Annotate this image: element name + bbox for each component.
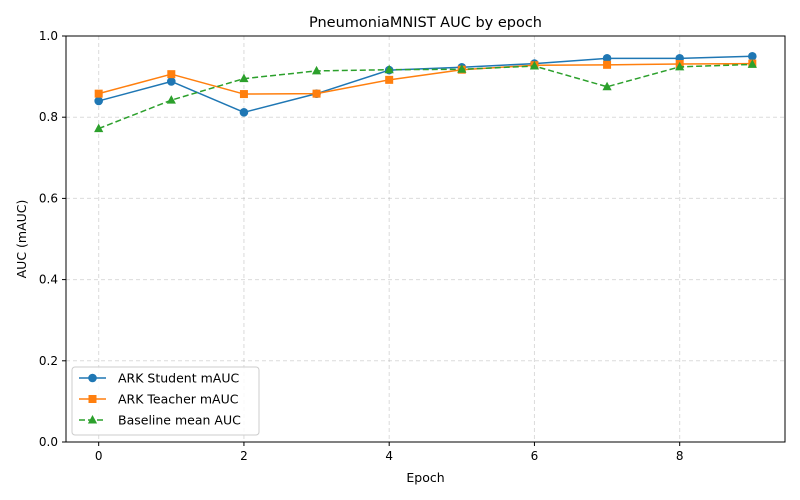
data-point (167, 70, 176, 79)
legend-marker (87, 415, 98, 424)
legend-label: ARK Teacher mAUC (118, 392, 239, 407)
data-point (603, 60, 612, 69)
legend-label: Baseline mean AUC (118, 413, 241, 428)
y-tick-label: 0.6 (39, 191, 58, 205)
x-tick-label: 0 (95, 449, 103, 463)
plot-frame (65, 35, 786, 443)
y-axis: 0.0 0.2 0.4 0.6 0.8 1.0 (39, 29, 66, 449)
y-tick-label: 0.4 (39, 273, 58, 287)
data-point (94, 96, 103, 106)
legend-label: ARK Student mAUC (118, 371, 239, 386)
data-point (748, 52, 757, 61)
legend-entry: ARK Teacher mAUC (79, 392, 239, 407)
y-tick-label: 0.2 (39, 354, 58, 368)
data-point (602, 81, 612, 91)
legend-marker (88, 373, 97, 383)
x-axis-label: Epoch (406, 470, 444, 485)
series-3 (94, 59, 757, 133)
data-point (94, 123, 104, 133)
x-tick-label: 6 (531, 449, 539, 463)
x-tick-label: 8 (676, 449, 684, 463)
y-tick-label: 1.0 (39, 29, 58, 43)
data-point (239, 108, 249, 117)
data-point (239, 73, 249, 83)
data-point (529, 61, 540, 70)
legend-frame (71, 366, 260, 436)
legend-entry: Baseline mean AUC (79, 413, 241, 428)
x-axis: 0 2 4 6 8 (95, 442, 684, 463)
series-line (98, 62, 753, 95)
y-tick-label: 0.8 (39, 110, 58, 124)
data-point (384, 64, 394, 74)
legend-entry: ARK Student mAUC (79, 371, 239, 386)
legend: ARK Student mAUC ARK Teacher mAUC Baseline… (71, 366, 260, 436)
y-axis-label: AUC (mAUC) (14, 200, 29, 279)
series-2 (94, 59, 757, 99)
data-point (166, 95, 176, 104)
series-1 (94, 52, 757, 117)
series-line (98, 55, 753, 114)
plot-series (94, 52, 757, 133)
data-point (602, 54, 612, 63)
data-point (675, 61, 685, 71)
y-tick-label: 0.0 (39, 435, 58, 449)
data-point (747, 59, 757, 68)
legend-marker (88, 395, 97, 403)
data-point (167, 77, 176, 86)
x-tick-label: 2 (240, 449, 248, 463)
data-point (94, 89, 103, 98)
series-line (98, 63, 753, 130)
data-point (312, 89, 321, 98)
x-tick-label: 4 (385, 449, 393, 463)
data-point (457, 64, 467, 73)
chart-title: PneumoniaMNIST AUC by epoch (309, 15, 542, 31)
data-point (311, 65, 322, 75)
data-point (239, 90, 248, 99)
data-point (385, 75, 394, 84)
